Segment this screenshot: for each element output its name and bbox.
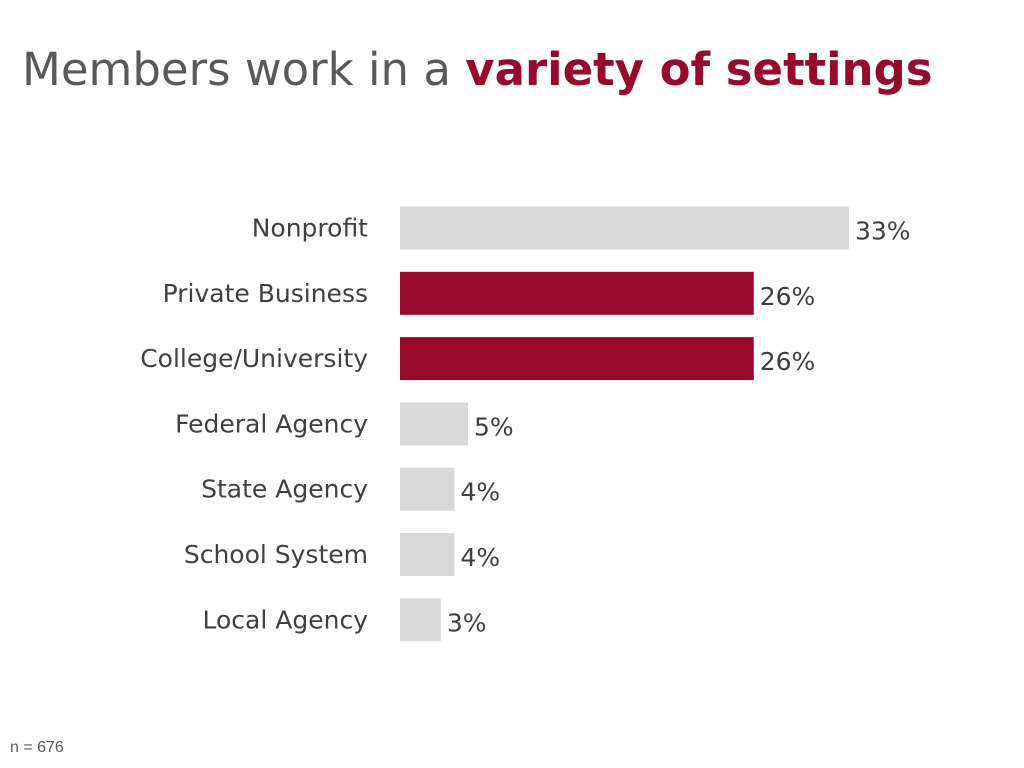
title-emphasis: variety of settings <box>465 43 933 96</box>
value-label-local-agency: 3% <box>447 608 487 637</box>
title-prefix: Members work in a <box>22 43 466 96</box>
category-label-college-university: College/University <box>140 344 368 373</box>
bar-nonprofit <box>400 206 849 250</box>
value-label-private-business: 26% <box>760 282 816 311</box>
bar-local-agency <box>400 598 441 642</box>
value-label-state-agency: 4% <box>460 478 500 507</box>
sample-size-note: n = 676 <box>10 739 64 756</box>
value-label-nonprofit: 33% <box>855 217 911 246</box>
category-label-local-agency: Local Agency <box>203 605 369 634</box>
page-title: Members work in a variety of settings <box>22 40 933 100</box>
category-label-school-system: School System <box>184 540 368 569</box>
category-label-nonprofit: Nonprofit <box>252 214 368 243</box>
bar-state-agency <box>400 467 455 511</box>
bar-federal-agency <box>400 402 469 446</box>
bar-school-system <box>400 533 455 576</box>
bar-private-business <box>400 271 754 315</box>
bar-college-university <box>400 337 754 381</box>
value-label-college-university: 26% <box>760 347 816 376</box>
category-label-state-agency: State Agency <box>201 475 368 504</box>
value-label-federal-agency: 5% <box>474 412 514 441</box>
category-label-private-business: Private Business <box>163 279 368 308</box>
value-label-school-system: 4% <box>460 543 500 572</box>
category-label-federal-agency: Federal Agency <box>175 409 368 438</box>
